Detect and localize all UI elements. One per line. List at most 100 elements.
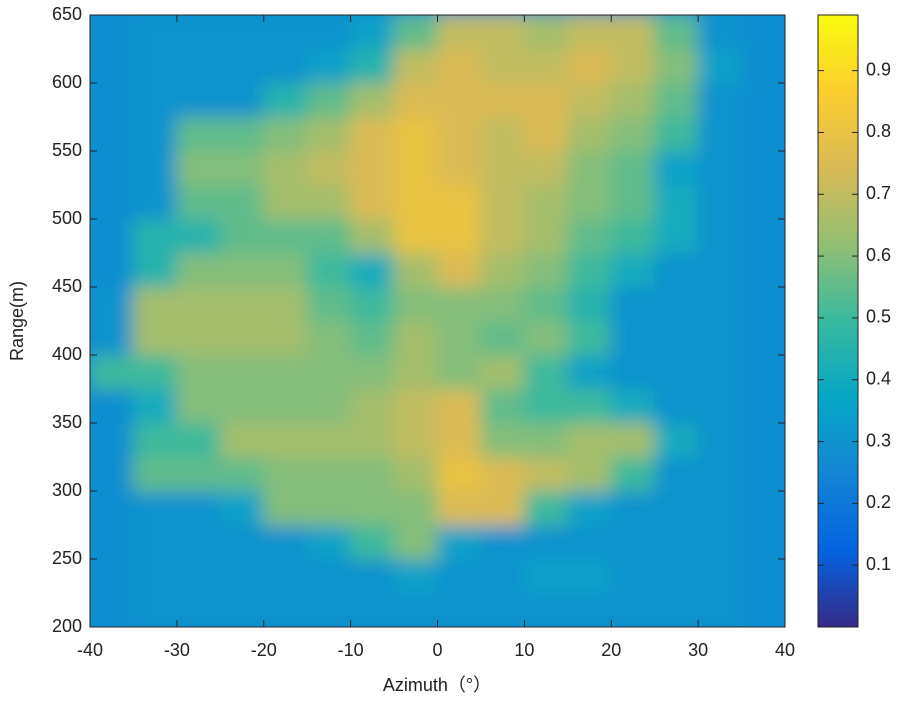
heatmap-cell <box>654 150 699 186</box>
heatmap-cell <box>90 490 134 526</box>
heatmap-cell <box>437 150 482 186</box>
heatmap-cell <box>480 286 525 322</box>
heatmap-cell <box>219 456 265 492</box>
heatmap-cell <box>741 150 785 186</box>
heatmap-cell <box>741 286 785 322</box>
x-tick-label: 40 <box>775 640 795 660</box>
heatmap-cell <box>437 456 482 492</box>
heatmap-cell <box>306 456 352 492</box>
heatmap-cell <box>480 48 525 84</box>
heatmap-cell <box>176 592 221 627</box>
heatmap-cell <box>610 320 656 356</box>
heatmap-cell <box>306 524 352 560</box>
y-tick-label: 450 <box>52 276 82 296</box>
heatmap-cell <box>132 184 178 220</box>
heatmap-cell <box>219 116 265 152</box>
heatmap-cell <box>567 15 612 50</box>
heatmap-cell <box>350 320 395 356</box>
colorbar-tick-label: 0.3 <box>866 430 891 450</box>
heatmap-cell <box>306 252 352 288</box>
heatmap-cell <box>350 286 395 322</box>
heatmap-cell <box>480 354 525 390</box>
heatmap-cell <box>480 252 525 288</box>
y-tick-label: 650 <box>52 4 82 24</box>
colorbar-tick-label: 0.1 <box>866 554 891 574</box>
heatmap-cell <box>90 456 134 492</box>
heatmap-cell <box>219 286 265 322</box>
heatmap-cell <box>480 116 525 152</box>
heatmap-cell <box>350 82 395 118</box>
heatmap-cell <box>437 82 482 118</box>
heatmap-cell <box>306 116 352 152</box>
heatmap-cell <box>263 354 308 390</box>
heatmap-cell <box>306 558 352 594</box>
heatmap-cell <box>350 184 395 220</box>
heatmap-cell <box>176 48 221 84</box>
heatmap-cell <box>437 354 482 390</box>
heatmap-cell <box>393 558 438 594</box>
heatmap-cell <box>697 116 743 152</box>
heatmap-cell <box>480 422 525 458</box>
heatmap-cell <box>697 15 743 50</box>
heatmap-cell <box>263 184 308 220</box>
heatmap-cell <box>219 150 265 186</box>
heatmap-cell <box>263 15 308 50</box>
x-tick-label: 10 <box>514 640 534 660</box>
heatmap-cell <box>654 15 699 50</box>
heatmap-cell <box>697 422 743 458</box>
heatmap-cell <box>219 184 265 220</box>
heatmap-cell <box>393 252 438 288</box>
heatmap-cell <box>654 218 699 254</box>
heatmap-cell <box>567 150 612 186</box>
heatmap-cell <box>132 456 178 492</box>
heatmap-cell <box>90 286 134 322</box>
heatmap-cell <box>567 592 612 627</box>
heatmap-cell <box>176 150 221 186</box>
heatmap-cell <box>741 422 785 458</box>
heatmap-cell <box>610 150 656 186</box>
heatmap-cell <box>654 286 699 322</box>
heatmap-cell <box>219 558 265 594</box>
heatmap-cell <box>132 490 178 526</box>
heatmap-cell <box>697 184 743 220</box>
x-tick-label: 30 <box>688 640 708 660</box>
y-tick-label: 600 <box>52 72 82 92</box>
heatmap-cell <box>132 82 178 118</box>
heatmap-cell <box>219 524 265 560</box>
heatmap-cell <box>132 422 178 458</box>
heatmap-cell <box>654 252 699 288</box>
heatmap-cell <box>90 184 134 220</box>
heatmap-cell <box>219 82 265 118</box>
heatmap-cell <box>741 320 785 356</box>
heatmap-cell <box>263 592 308 627</box>
heatmap-cell <box>437 524 482 560</box>
heatmap-cell <box>306 150 352 186</box>
heatmap-cell <box>654 82 699 118</box>
heatmap-cell <box>393 490 438 526</box>
heatmap-cell <box>176 490 221 526</box>
heatmap-cell <box>219 354 265 390</box>
heatmap-cell <box>219 422 265 458</box>
heatmap-cell <box>523 150 569 186</box>
heatmap-cell <box>697 218 743 254</box>
heatmap-cell <box>350 388 395 424</box>
colorbar <box>817 14 859 628</box>
heatmap-cell <box>741 388 785 424</box>
heatmap-cell <box>176 558 221 594</box>
heatmap-cell <box>350 592 395 627</box>
heatmap-cell <box>437 490 482 526</box>
heatmap-cell <box>350 15 395 50</box>
heatmap-cell <box>523 320 569 356</box>
heatmap-cell <box>176 286 221 322</box>
x-tick-label: 0 <box>432 640 442 660</box>
heatmap-cell <box>741 354 785 390</box>
heatmap-cell <box>480 82 525 118</box>
heatmap-cell <box>437 592 482 627</box>
heatmap-cell <box>306 422 352 458</box>
plot-area <box>90 15 785 627</box>
heatmap-cell <box>697 490 743 526</box>
colorbar-tick-label: 0.7 <box>866 183 891 203</box>
heatmap-cell <box>393 218 438 254</box>
heatmap-cell <box>654 354 699 390</box>
heatmap-cell <box>610 558 656 594</box>
